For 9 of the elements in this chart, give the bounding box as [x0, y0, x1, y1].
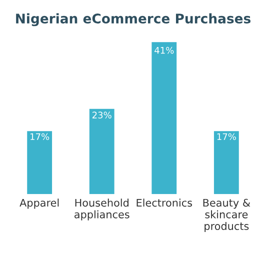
data-label: 17%: [217, 133, 236, 140]
data-label: 23%: [92, 112, 112, 118]
chart-title: Nigerian eCommerce Purchases: [16, 13, 250, 26]
x-tick-label: Beauty & skincare products: [203, 198, 250, 232]
data-label: 17%: [30, 133, 50, 140]
x-tick-label: Apparel: [20, 198, 59, 209]
data-label: 41%: [154, 46, 174, 54]
x-tick-label: Household appliances: [74, 198, 130, 220]
x-tick-label: Electronics: [136, 198, 192, 207]
